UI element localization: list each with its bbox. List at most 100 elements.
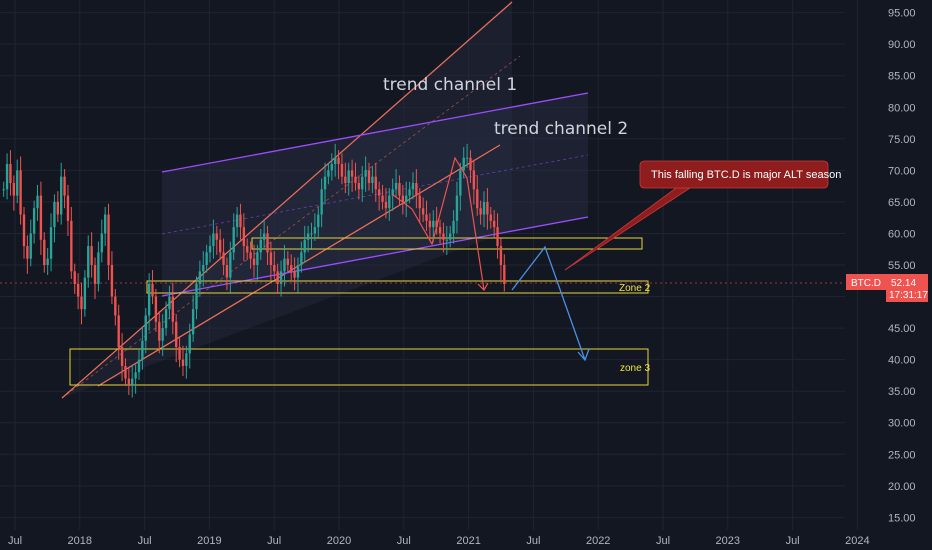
candle-body — [276, 271, 279, 284]
zone-2-box[interactable] — [146, 280, 649, 294]
candle-body — [158, 321, 161, 341]
candle-body — [455, 195, 459, 221]
y-tick-label: 35.00 — [888, 386, 916, 398]
candle-body — [476, 189, 479, 209]
candle-body — [66, 195, 70, 221]
candle-body — [168, 296, 171, 310]
x-tick-label: Jul — [267, 535, 281, 547]
candle-body — [114, 296, 117, 316]
candle-body — [398, 182, 401, 196]
candle-body — [256, 252, 259, 265]
candle-body — [262, 233, 266, 240]
candle-body — [499, 246, 503, 265]
candle-body — [181, 359, 185, 366]
candle-body — [60, 176, 63, 215]
symbol-tag-text: BTC.D — [851, 278, 881, 289]
countdown-text: 17:31:17 — [889, 290, 928, 301]
trend-channel-1-upper[interactable] — [61, 1, 513, 399]
candle-body — [384, 201, 388, 209]
candle-body — [465, 157, 469, 159]
candle-body — [496, 227, 499, 247]
callout-text: This falling BTC.D is major ALT season — [651, 169, 841, 181]
zone-3-box[interactable] — [69, 348, 649, 386]
x-tick-label: 2020 — [327, 535, 351, 547]
trend-channel-2-lower[interactable] — [161, 216, 589, 297]
x-tick-label: 2022 — [586, 535, 610, 547]
y-tick-label: 95.00 — [888, 8, 916, 20]
y-tick-label: 30.00 — [888, 418, 916, 430]
candle-body — [232, 227, 235, 253]
candle-body — [381, 195, 384, 202]
price-tag — [886, 274, 928, 302]
candle-body — [73, 271, 76, 284]
candle-body — [12, 182, 16, 196]
time-axis[interactable]: Jul 2018 Jul 2019 Jul 2020 Jul 2021 Jul 2022 Jul 20… — [8, 535, 870, 547]
candle-body — [340, 164, 344, 177]
candle-body — [110, 265, 114, 297]
candle-body — [39, 195, 43, 240]
candle-body — [235, 214, 239, 228]
last-price-text: 52.14 — [891, 278, 916, 289]
candle-body — [26, 246, 29, 259]
candle-body — [320, 189, 323, 215]
candle-body — [313, 227, 317, 234]
candle-body — [107, 214, 110, 265]
candle-body — [374, 176, 377, 190]
candle-body — [191, 309, 195, 335]
trend-channel-2-mid — [161, 154, 589, 235]
candle-body — [449, 233, 452, 240]
x-tick-label: Jul — [786, 535, 800, 547]
x-tick-label: 2018 — [68, 535, 92, 547]
candle-body — [411, 182, 415, 190]
candle-body — [432, 220, 435, 228]
candle-body — [178, 347, 181, 360]
candle-body — [415, 182, 418, 196]
x-tick-label: Jul — [138, 535, 152, 547]
y-tick-label: 15.00 — [888, 512, 916, 524]
projection-path — [511, 245, 586, 361]
candle-body — [22, 214, 26, 247]
candle-body — [401, 195, 405, 202]
candle-body — [445, 239, 448, 241]
candle-body — [218, 239, 222, 253]
candle-body — [215, 233, 218, 240]
candle-body — [124, 365, 127, 379]
candle-body — [175, 321, 178, 348]
candle-body — [472, 170, 476, 190]
candle-body — [49, 227, 53, 259]
candle-body — [239, 214, 242, 228]
callout-box[interactable] — [639, 160, 829, 189]
candle-body — [418, 195, 421, 209]
candle-body — [144, 315, 147, 341]
candle-body — [32, 208, 36, 234]
candle-body — [492, 220, 496, 228]
candle-body — [421, 208, 425, 215]
candle-body — [103, 214, 107, 234]
candle-body — [229, 252, 232, 278]
candle-body — [333, 157, 337, 165]
candle-body — [354, 176, 357, 183]
candle-body — [205, 252, 208, 265]
candle-body — [43, 239, 46, 265]
candle-body — [161, 328, 164, 341]
candle-body — [19, 170, 22, 215]
x-tick-label: Jul — [656, 535, 670, 547]
candle-body — [350, 170, 354, 177]
candle-body — [438, 227, 442, 234]
candle-body — [330, 164, 333, 171]
candle-body — [408, 189, 411, 196]
trend-channel-1-mid — [61, 55, 521, 399]
candle-body — [29, 233, 32, 259]
candle-body — [208, 246, 212, 253]
candle-body — [489, 214, 492, 221]
candle-body — [80, 296, 83, 310]
trend-channel-2-upper[interactable] — [161, 92, 589, 173]
candle-body — [137, 359, 141, 373]
x-tick-label: 2021 — [456, 535, 480, 547]
candle-body — [188, 334, 191, 354]
x-tick-label: 2023 — [716, 535, 740, 547]
candle-body — [97, 252, 100, 284]
candle-body — [93, 265, 97, 284]
